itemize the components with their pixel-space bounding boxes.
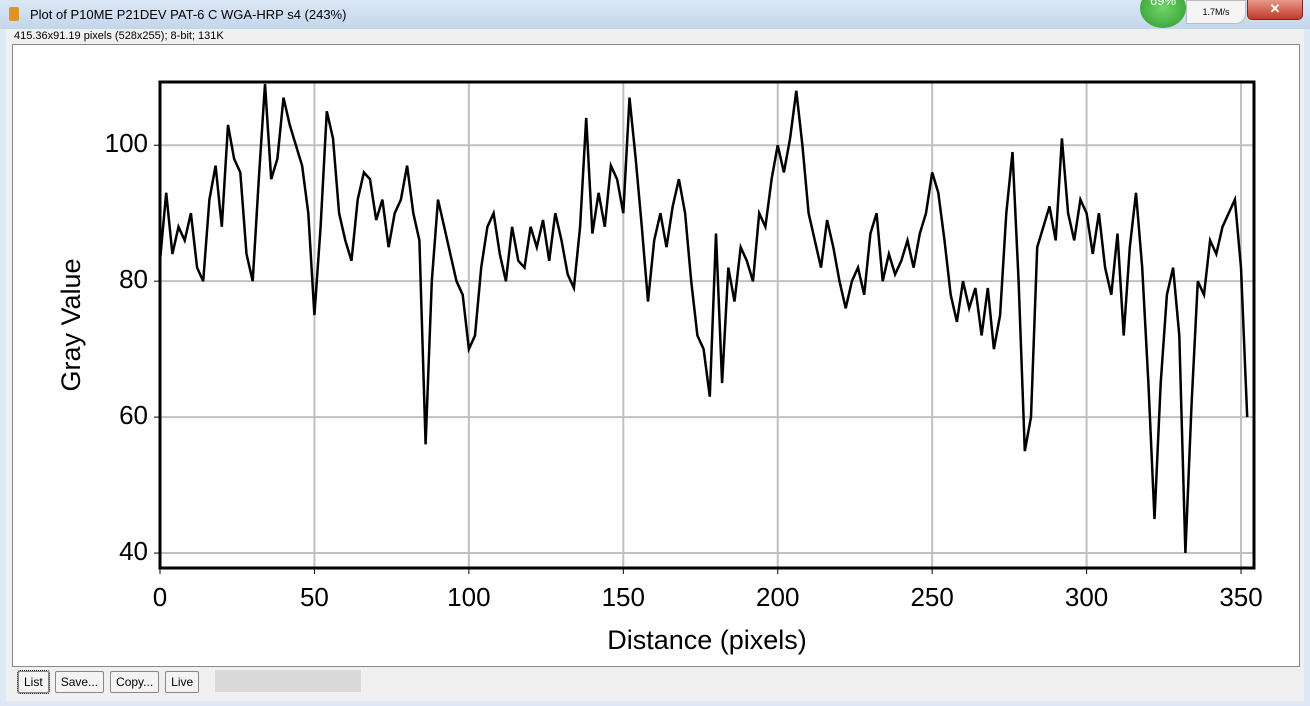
y-axis-label: Gray Value — [56, 258, 86, 391]
button[interactable]: List — [17, 670, 50, 694]
x-axis-label: Distance (pixels) — [607, 625, 807, 655]
y-tick-label: 60 — [119, 400, 148, 430]
y-tick-label: 40 — [119, 536, 148, 566]
x-tick-label: 200 — [756, 582, 799, 612]
y-tick-label: 80 — [119, 264, 148, 294]
x-tick-label: 0 — [153, 582, 167, 612]
data-line — [160, 83, 1249, 554]
overlay-speed: 1.7M/s — [1186, 0, 1246, 24]
button[interactable]: Live — [165, 671, 200, 693]
title-bar: Plot of P10ME P21DEV PAT-6 C WGA-HRP s4 … — [0, 0, 1310, 29]
image-info: 415.36x91.19 pixels (528x255); 8-bit; 13… — [14, 30, 224, 42]
button[interactable]: Copy... — [110, 671, 160, 693]
x-tick-label: 100 — [447, 582, 490, 612]
window-title: Plot of P10ME P21DEV PAT-6 C WGA-HRP s4 … — [30, 7, 347, 22]
y-tick-label: 100 — [105, 128, 148, 158]
x-tick-label: 50 — [300, 582, 329, 612]
x-tick-label: 150 — [602, 582, 645, 612]
x-tick-label: 350 — [1219, 582, 1262, 612]
status-field — [215, 670, 361, 692]
button[interactable]: Save... — [54, 671, 105, 693]
button-bar: List Save... Copy... Live — [17, 670, 200, 694]
app-icon — [9, 7, 19, 21]
close-button[interactable]: ✕ — [1247, 0, 1303, 20]
x-tick-label: 250 — [910, 582, 953, 612]
x-tick-label: 300 — [1065, 582, 1108, 612]
plot-frame — [158, 80, 1256, 570]
